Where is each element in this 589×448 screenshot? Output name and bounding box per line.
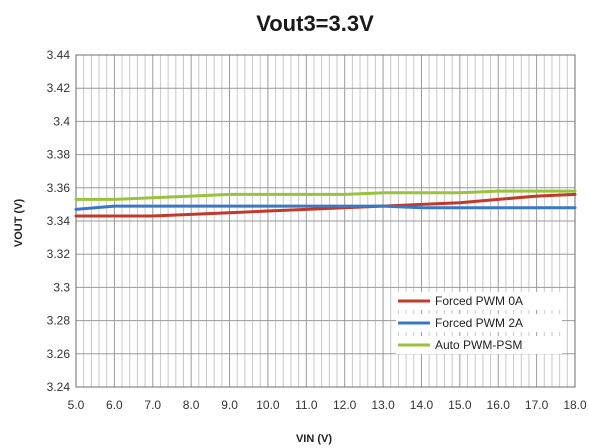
x-axis-ticks: 5.0 6.0 7.0 8.0 9.0 10.0 11.0 12.0 13.0 14.0 15.0 1… [68,398,587,412]
y-tick-label: 3.28 [47,314,71,328]
series-line-1 [74,192,577,218]
legend-label-1: Forced PWM 0A [435,294,523,308]
y-tick-label: 3.42 [47,81,71,95]
legend-entry-background [396,314,562,332]
y-tick-label: 3.26 [47,347,71,361]
legend: Forced PWM 0A Forced PWM 2A Auto PWM-PSM [396,292,562,354]
series-line-2 [74,204,577,211]
x-tick-label: 11.0 [295,398,318,412]
plot-border [75,54,576,388]
series-lines [74,189,577,218]
y-tick-label: 3.24 [47,380,71,394]
legend-label-2: Forced PWM 2A [435,316,523,330]
x-tick-label: 14.0 [410,398,434,412]
x-tick-label: 10.0 [256,398,280,412]
y-axis-ticks: 3.24 3.26 3.28 3.3 3.32 3.34 3.36 3.38 3.4 3.42 3.… [47,48,71,394]
y-tick-label: 3.32 [47,247,71,261]
y-tick-label: 3.44 [47,48,71,62]
x-tick-label: 15.0 [448,398,472,412]
y-tick-label: 3.38 [47,148,71,162]
chart-title: Vout3=3.3V [256,11,374,36]
x-axis-title: VIN (V) [296,433,332,445]
x-tick-label: 9.0 [221,398,238,412]
x-tick-label: 13.0 [371,398,395,412]
legend-label-3: Auto PWM-PSM [435,338,522,352]
y-tick-label: 3.34 [47,214,71,228]
x-tick-label: 17.0 [525,398,549,412]
series-line-3 [74,189,577,201]
x-tick-label: 8.0 [183,398,200,412]
plot-frame [75,54,576,388]
legend-entry-background [396,336,562,354]
x-tick-label: 6.0 [106,398,123,412]
x-tick-label: 18.0 [563,398,587,412]
y-tick-label: 3.4 [53,114,70,128]
x-tick-label: 7.0 [144,398,161,412]
legend-entry-background [396,292,562,310]
x-tick-label: 12.0 [333,398,357,412]
x-tick-label: 16.0 [487,398,511,412]
y-tick-label: 3.36 [47,181,71,195]
y-tick-label: 3.3 [53,280,70,294]
x-tick-label: 5.0 [68,398,85,412]
y-axis-title: VOUT (V) [13,199,25,248]
